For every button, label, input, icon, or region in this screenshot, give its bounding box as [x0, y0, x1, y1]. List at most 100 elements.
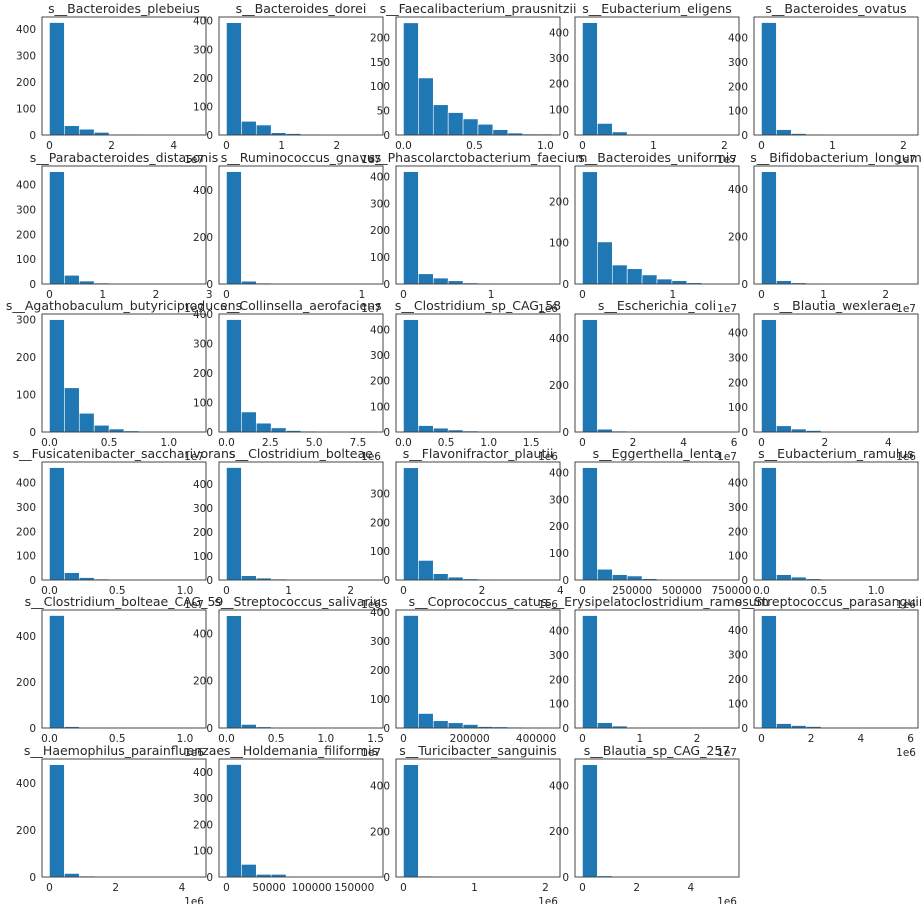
y-tick-label: 400: [370, 607, 390, 619]
histogram-title: s__Bacteroides_plebeius: [48, 1, 200, 16]
x-tick-label: 0: [46, 882, 53, 894]
y-tick-label: 200: [193, 676, 213, 688]
histogram-panel: 0 100 200 300 400 0 1 2 1e7 s__Bacteroides_ovatus: [728, 1, 919, 166]
y-tick-label: 200: [193, 73, 213, 85]
y-tick-label: 100: [728, 402, 748, 414]
histogram-title: s__Ruminococcus_gnavus: [221, 150, 382, 165]
histogram-bar: [582, 319, 598, 433]
y-tick-label: 0: [383, 575, 390, 587]
y-tick-label: 0: [741, 575, 748, 587]
x-tick-label: 2: [347, 585, 354, 597]
histogram-title: s__Bifidobacterium_longum: [750, 150, 921, 165]
x-tick-label: 0: [579, 140, 586, 152]
y-tick-label: 100: [16, 390, 36, 402]
histogram-bar: [477, 123, 494, 136]
x-tick-label: 2: [153, 289, 160, 301]
plot-frame: [395, 165, 561, 285]
histogram-bar: [226, 171, 242, 285]
histogram-bar: [49, 319, 65, 433]
x-tick-label: 2: [882, 289, 889, 301]
x-tick-label: 0: [400, 882, 407, 894]
histogram-title: s__Eggerthella_lenta: [593, 446, 722, 461]
y-tick-label: 400: [16, 778, 36, 790]
histogram-title: s__Bacteroides_ovatus: [765, 1, 906, 16]
x-tick-label: 0: [223, 882, 230, 894]
plot-frame: [753, 16, 919, 136]
histogram-title: s__Erysipelatoclostridium_ramosum: [545, 594, 769, 609]
x-tick-label: 1: [359, 289, 366, 301]
x-tick-label: 1.0: [317, 733, 334, 745]
y-tick-label: 300: [549, 494, 569, 506]
histogram-bar: [255, 422, 272, 433]
x-tick-label: 2: [633, 882, 640, 894]
x-tick-label: 0: [223, 140, 230, 152]
histogram-bar: [241, 864, 257, 878]
axis-offset-label: 1e6: [538, 896, 558, 904]
histogram-panel: 0 100 200 300 400 0 50000 100000 150000 s__Holdem…: [193, 743, 384, 894]
x-tick-label: 2: [822, 437, 829, 449]
x-tick-label: 1: [488, 289, 495, 301]
x-tick-label: 1.0: [480, 437, 497, 449]
plot-frame: [218, 758, 384, 878]
y-tick-label: 100: [370, 546, 390, 558]
x-tick-label: 150000: [334, 882, 374, 894]
histogram-title: s__Streptococcus_parasanguinis: [735, 594, 921, 609]
axis-offset-label: 1e6: [896, 599, 916, 611]
axis-offset-label: 1e7: [717, 451, 737, 463]
y-tick-label: 200: [370, 665, 390, 677]
x-tick-label: 0: [579, 882, 586, 894]
y-tick-label: 0: [741, 130, 748, 142]
y-tick-label: 0: [29, 279, 36, 291]
histogram-panel: 0 100 200 300 400 0 1 1e6 s__Phascolarctobacteri…: [369, 150, 588, 315]
y-tick-label: 0: [206, 427, 213, 439]
histogram-panel: 0 100 200 300 400 0 2 4 1e6 s__Blautia_wexlerae: [728, 298, 919, 463]
x-tick-label: 200000: [450, 733, 490, 745]
histogram-title: s__Coprococcus_catus: [409, 594, 548, 609]
y-tick-label: 200: [16, 352, 36, 364]
x-tick-label: 4: [858, 733, 865, 745]
x-tick-label: 1.0: [537, 140, 554, 152]
y-tick-label: 400: [16, 478, 36, 490]
histogram-bar: [226, 764, 242, 878]
histogram-panel: 0 100 200 300 400 0 1 2 1e7 s__Eubacterium_eligen…: [549, 1, 740, 166]
y-tick-label: 300: [16, 204, 36, 216]
axis-offset-label: 1e7: [896, 154, 916, 166]
histogram-bar: [597, 568, 613, 581]
y-tick-label: 400: [193, 309, 213, 321]
x-tick-label: 2: [630, 437, 637, 449]
histogram-bar: [611, 264, 628, 285]
histogram-bar: [418, 560, 434, 581]
y-tick-label: 100: [549, 548, 569, 560]
y-tick-label: 200: [16, 229, 36, 241]
histogram-bar: [462, 118, 479, 136]
y-tick-label: 100: [16, 254, 36, 266]
y-tick-label: 400: [728, 625, 748, 637]
histogram-title: s__Haemophilus_parainfluenzae: [24, 743, 224, 758]
histogram-panel: 0 100 200 300 400 0 1 2 1e7 s__Bacteroides_dorei: [193, 1, 384, 166]
histogram-bar: [49, 22, 65, 136]
axis-offset-label: 1e6: [538, 451, 558, 463]
x-tick-label: 2: [108, 140, 115, 152]
histogram-bar: [776, 574, 792, 581]
x-tick-label: 1.0: [177, 585, 194, 597]
x-tick-label: 400000: [516, 733, 556, 745]
x-tick-label: 4: [885, 437, 892, 449]
histogram-bar: [432, 104, 449, 136]
y-tick-label: 0: [29, 130, 36, 142]
histogram-panel: 0 200 400 0.0 0.5 1.0 1.5 1e7 s__Streptococcus_s…: [193, 594, 388, 759]
y-tick-label: 300: [16, 315, 36, 327]
plot-frame: [218, 16, 384, 136]
x-tick-label: 0.5: [438, 437, 455, 449]
x-tick-label: 1.0: [160, 437, 177, 449]
x-tick-label: 4: [179, 882, 186, 894]
x-tick-label: 7.5: [350, 437, 367, 449]
x-tick-label: 0.0: [395, 140, 412, 152]
x-tick-label: 1.5: [367, 733, 384, 745]
axis-offset-label: 1e7: [184, 154, 204, 166]
x-tick-label: 1.0: [868, 585, 885, 597]
